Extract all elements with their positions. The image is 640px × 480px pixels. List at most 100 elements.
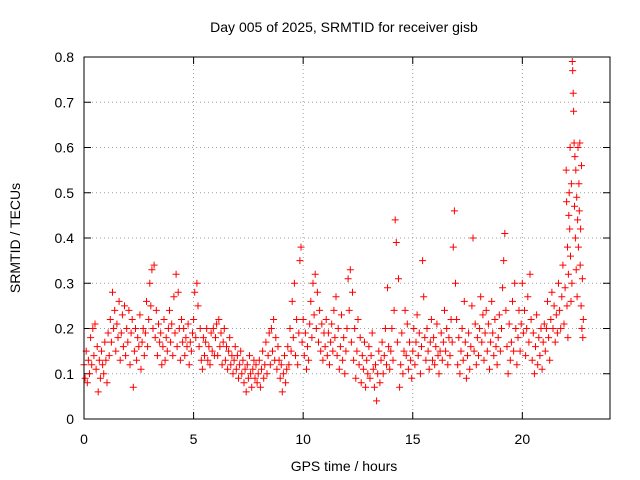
- data-point: [575, 180, 583, 188]
- data-point: [195, 343, 203, 351]
- data-point: [164, 325, 172, 332]
- data-point: [308, 334, 316, 342]
- data-point: [473, 334, 481, 342]
- data-point: [372, 361, 379, 369]
- data-point: [88, 361, 96, 369]
- data-point: [288, 297, 296, 305]
- data-point: [567, 252, 574, 260]
- data-point: [534, 361, 542, 369]
- data-point: [191, 288, 199, 296]
- data-point: [564, 270, 572, 278]
- data-point: [297, 243, 305, 251]
- data-point: [170, 293, 178, 301]
- data-point: [352, 374, 360, 382]
- data-point: [290, 279, 298, 287]
- data-point: [401, 306, 409, 314]
- data-point: [208, 347, 216, 355]
- data-point: [565, 189, 573, 197]
- data-point: [342, 347, 350, 355]
- data-point: [387, 347, 395, 355]
- data-point: [116, 356, 124, 364]
- data-point: [487, 338, 495, 346]
- data-point: [341, 370, 349, 378]
- data-point: [370, 383, 378, 391]
- data-point: [190, 316, 198, 323]
- data-point: [307, 297, 315, 305]
- data-point: [343, 325, 351, 332]
- data-point: [569, 89, 577, 97]
- data-point: [448, 338, 456, 346]
- data-point: [248, 383, 256, 391]
- data-point: [571, 153, 579, 161]
- data-point: [529, 329, 537, 337]
- data-point: [95, 356, 103, 364]
- data-point: [535, 334, 543, 342]
- data-point: [434, 352, 442, 360]
- y-tick-label: 0.3: [55, 275, 75, 291]
- data-point: [527, 316, 535, 323]
- data-point: [323, 352, 331, 360]
- data-point: [550, 302, 558, 310]
- data-point: [296, 257, 304, 265]
- data-point: [443, 325, 451, 332]
- data-point: [570, 107, 578, 115]
- data-point: [117, 329, 125, 337]
- data-point: [336, 343, 344, 351]
- data-point: [402, 352, 410, 360]
- data-point: [189, 329, 196, 337]
- data-point: [118, 311, 126, 319]
- data-point: [441, 306, 448, 314]
- data-point: [540, 320, 548, 328]
- data-point: [272, 334, 280, 342]
- data-point: [446, 352, 454, 360]
- data-point: [201, 352, 208, 360]
- data-point: [578, 275, 586, 283]
- data-point: [349, 288, 356, 296]
- data-point: [381, 325, 389, 332]
- data-point: [575, 207, 583, 215]
- data-point: [577, 225, 585, 233]
- data-point: [502, 306, 510, 314]
- data-point: [313, 288, 321, 296]
- data-point: [246, 352, 253, 360]
- data-point: [224, 365, 232, 373]
- data-point: [492, 343, 500, 351]
- y-tick-label: 0.6: [55, 140, 75, 156]
- data-point: [361, 338, 368, 346]
- data-point: [519, 329, 527, 337]
- data-point: [193, 279, 201, 287]
- data-point: [236, 361, 244, 369]
- data-point: [421, 334, 429, 342]
- data-point: [235, 374, 242, 382]
- data-point: [231, 343, 239, 351]
- data-point: [571, 202, 578, 210]
- data-point: [166, 306, 173, 314]
- data-point: [332, 293, 340, 301]
- data-point: [334, 325, 342, 332]
- data-point: [143, 297, 150, 305]
- data-point: [403, 320, 411, 328]
- data-point: [102, 356, 110, 364]
- data-point: [173, 343, 181, 351]
- data-point: [149, 325, 157, 332]
- y-tick-label: 0.2: [55, 321, 75, 337]
- data-point: [162, 334, 170, 342]
- data-point: [276, 374, 284, 382]
- data-point: [505, 320, 513, 328]
- data-point: [574, 216, 582, 224]
- data-point: [442, 347, 450, 355]
- data-point: [265, 329, 273, 337]
- grid-layer: [84, 57, 610, 419]
- data-point: [139, 325, 147, 332]
- data-point: [564, 334, 572, 342]
- data-point: [493, 361, 501, 369]
- data-point: [572, 266, 580, 274]
- data-point: [254, 370, 262, 378]
- data-point: [229, 370, 237, 378]
- data-points: [80, 58, 587, 405]
- data-point: [545, 334, 553, 342]
- data-point: [384, 284, 391, 292]
- data-point: [346, 266, 354, 274]
- data-point: [546, 356, 554, 364]
- data-point: [578, 162, 585, 170]
